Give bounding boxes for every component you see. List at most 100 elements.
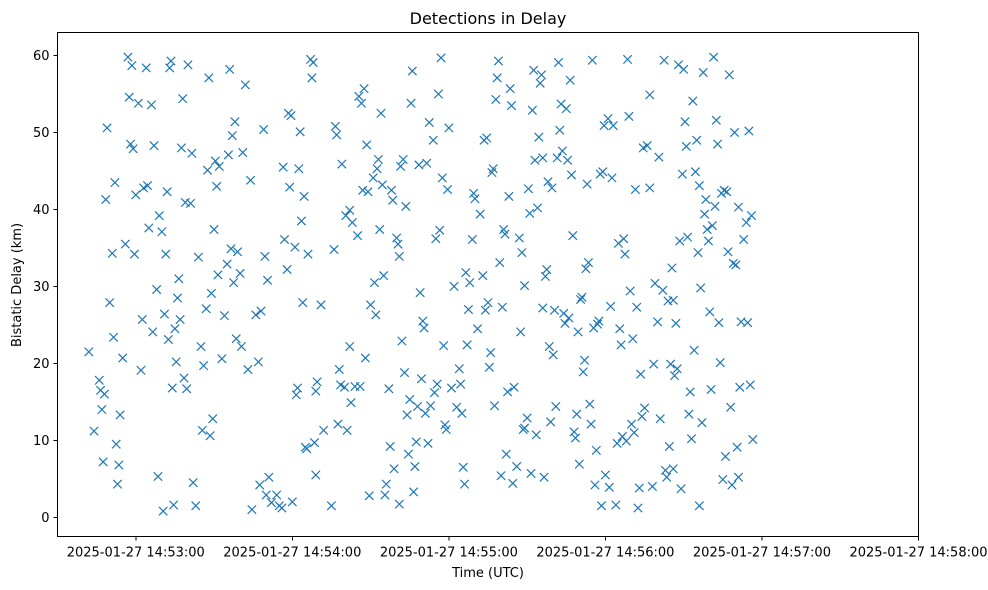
data-point: [202, 165, 213, 175]
data-point: [685, 387, 695, 397]
data-point: [388, 195, 398, 205]
data-point: [536, 70, 547, 80]
data-point: [608, 120, 618, 131]
data-point: [542, 264, 552, 275]
data-point: [555, 125, 565, 135]
data-point: [636, 369, 646, 379]
data-point: [424, 117, 434, 128]
data-point: [522, 413, 532, 423]
data-point: [620, 249, 630, 259]
data-point: [332, 130, 342, 140]
data-point: [175, 314, 185, 325]
data-point: [561, 104, 571, 114]
data-point: [333, 419, 343, 429]
data-point: [358, 185, 368, 195]
data-point: [669, 371, 680, 381]
data-point: [213, 270, 223, 280]
data-point: [686, 434, 697, 444]
data-point: [564, 313, 574, 323]
data-point: [452, 402, 462, 412]
data-point: [330, 121, 340, 131]
data-point: [684, 409, 694, 419]
data-point: [142, 180, 153, 191]
data-point: [398, 154, 408, 165]
data-point: [543, 177, 553, 187]
data-point: [722, 187, 732, 197]
data-point: [514, 233, 524, 243]
data-point: [611, 500, 621, 510]
data-point: [538, 153, 548, 163]
data-point: [127, 60, 137, 71]
data-point: [123, 52, 133, 62]
data-point: [326, 501, 337, 511]
data-point: [144, 223, 154, 233]
data-point: [176, 143, 187, 153]
data-point: [598, 167, 608, 177]
data-point: [168, 500, 179, 510]
data-point: [299, 191, 309, 202]
data-point: [731, 260, 741, 270]
chart-title: Detections in Delay: [410, 9, 567, 28]
data-point: [732, 442, 742, 452]
data-point: [212, 181, 222, 192]
data-point: [278, 162, 288, 172]
data-point: [472, 324, 483, 334]
data-point: [94, 375, 104, 385]
data-point: [637, 411, 647, 422]
data-point: [285, 182, 295, 192]
data-point: [727, 480, 737, 490]
y-tick-label: 40: [33, 203, 50, 218]
data-point: [316, 300, 326, 310]
data-point: [604, 482, 614, 492]
data-point: [272, 490, 282, 500]
data-point: [403, 449, 414, 459]
data-point: [337, 159, 347, 169]
data-point: [362, 140, 372, 150]
data-point: [607, 173, 617, 183]
data-point: [724, 70, 734, 80]
data-point: [364, 491, 374, 501]
data-point: [298, 297, 308, 308]
data-point: [664, 441, 674, 452]
data-point: [158, 506, 168, 516]
data-point: [385, 441, 395, 452]
data-point: [148, 327, 158, 337]
data-point: [701, 194, 711, 205]
data-point: [227, 130, 237, 141]
data-point: [621, 436, 631, 446]
data-point: [279, 234, 290, 245]
data-point: [500, 229, 510, 239]
data-point: [475, 209, 485, 219]
data-point: [671, 318, 681, 328]
y-tick-label: 30: [33, 280, 50, 295]
data-point: [492, 73, 502, 83]
data-point: [287, 497, 297, 507]
data-point: [435, 225, 445, 235]
data-point: [649, 359, 659, 369]
data-point: [436, 53, 446, 63]
data-point: [290, 242, 300, 252]
y-axis: 0 10 20 30 40 50 60: [33, 49, 58, 526]
data-point: [347, 217, 357, 228]
data-point: [141, 63, 151, 73]
data-point: [483, 297, 493, 308]
data-point: [574, 459, 584, 469]
data-point: [154, 211, 164, 221]
data-point: [120, 239, 130, 249]
data-point: [531, 430, 541, 440]
data-point: [105, 297, 115, 308]
data-point: [205, 431, 215, 441]
data-point: [495, 257, 505, 268]
data-point: [680, 117, 690, 127]
data-point: [302, 444, 312, 454]
data-point: [519, 281, 530, 291]
data-point: [373, 154, 384, 165]
data-point: [703, 236, 714, 246]
data-point: [277, 503, 287, 513]
data-point: [525, 208, 535, 218]
data-point: [334, 364, 344, 375]
data-point: [266, 498, 277, 508]
data-point: [236, 341, 247, 352]
data-point: [187, 148, 197, 158]
data-point: [375, 224, 385, 235]
